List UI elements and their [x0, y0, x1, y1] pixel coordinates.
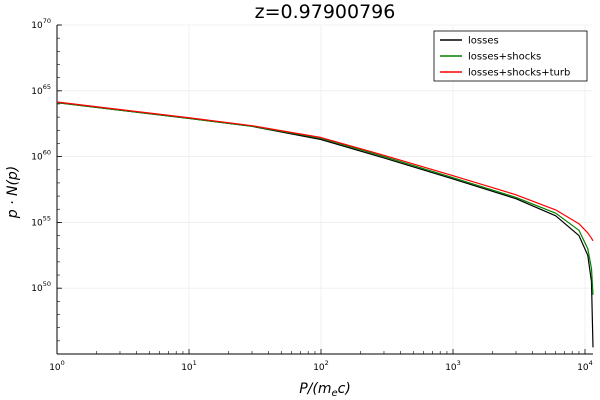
y-tick-label: 1065 — [31, 83, 51, 97]
y-tick-label: 1050 — [31, 280, 51, 294]
legend: losses losses+shocks losses+shocks+turb — [433, 30, 588, 82]
legend-label: losses+shocks — [468, 52, 541, 63]
legend-label: losses — [468, 36, 499, 47]
legend-label: losses+shocks+turb — [468, 68, 570, 79]
axes-frame — [56, 25, 593, 355]
y-tick-label: 1070 — [31, 17, 51, 31]
x-axis-label: P/(mec) — [299, 381, 351, 399]
series-line-losses-shocks-turb — [56, 101, 594, 242]
y-axis-ticks: 1050 1055 1060 1065 1070 — [31, 17, 62, 355]
x-tick-label: 101 — [181, 359, 197, 373]
series-line-losses-shocks — [56, 102, 594, 295]
grid-lines — [56, 24, 593, 354]
y-tick-label: 1055 — [31, 214, 51, 228]
legend-items: losses losses+shocks losses+shocks+turb — [440, 36, 570, 79]
chart-title: z=0.97900796 — [255, 1, 396, 23]
x-tick-label: 100 — [49, 359, 65, 373]
y-tick-label: 1060 — [31, 149, 51, 163]
x-axis-ticks: 100 101 102 103 104 — [49, 349, 593, 373]
x-tick-label: 102 — [313, 359, 329, 373]
x-tick-label: 104 — [577, 359, 593, 373]
x-tick-label: 103 — [445, 359, 461, 373]
series-layer — [56, 101, 594, 348]
y-axis-label: p · N(p) — [5, 166, 21, 220]
